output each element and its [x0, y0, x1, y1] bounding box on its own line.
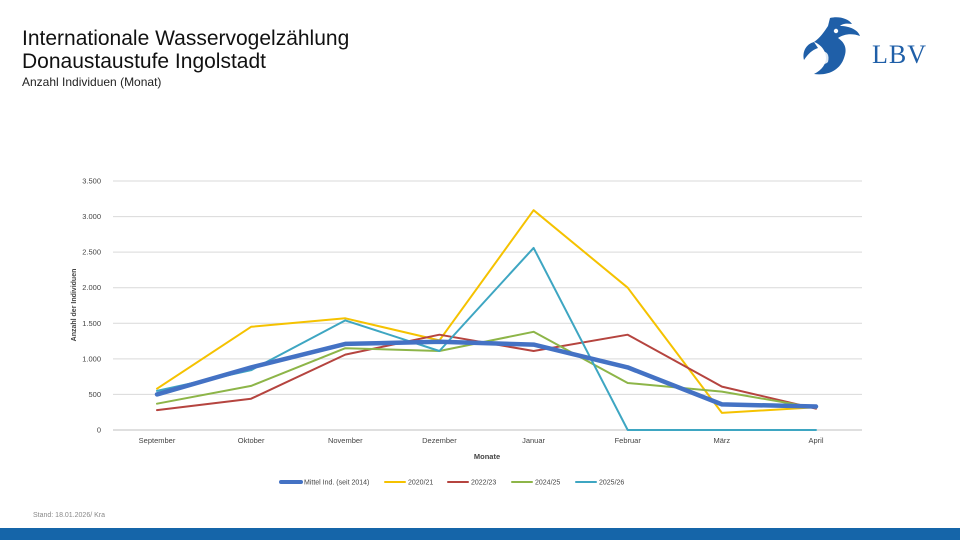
- legend-label: 2022/23: [471, 480, 496, 487]
- y-tick-label: 2.000: [82, 283, 101, 292]
- lbv-logo: LBV: [800, 14, 930, 82]
- legend-label: 2024/25: [535, 480, 560, 487]
- logo-text: LBV: [872, 40, 927, 69]
- x-tick-label: Oktober: [238, 436, 265, 445]
- y-tick-label: 0: [97, 426, 101, 435]
- legend-label: 2020/21: [408, 480, 433, 487]
- y-tick-label: 1.500: [82, 319, 101, 328]
- y-tick-label: 2.500: [82, 248, 101, 257]
- title-block: Internationale Wasservogelzählung Donaus…: [22, 27, 349, 90]
- legend-label: Mittel Ind. (seit 2014): [304, 480, 369, 487]
- x-tick-label: März: [714, 436, 731, 445]
- x-axis-title: Monate: [474, 452, 500, 461]
- chart-title-line-1: Internationale Wasservogelzählung: [22, 27, 350, 50]
- series-line-2022-23: [156, 333, 817, 412]
- footer-note: Stand: 18.01.2026/ Kra: [33, 512, 105, 519]
- y-tick-label: 1.000: [82, 354, 101, 363]
- y-tick-label: 3.500: [82, 177, 101, 186]
- chart-subtitle: Anzahl Individuen (Monat): [22, 75, 162, 89]
- series-line-2020-21: [156, 209, 817, 414]
- bottom-bar: [0, 528, 960, 540]
- y-axis-title: Anzahl der Individuen: [71, 269, 78, 342]
- legend-label: 2025/26: [599, 480, 624, 487]
- x-tick-label: Dezember: [422, 436, 457, 445]
- x-tick-label: Januar: [522, 436, 545, 445]
- y-tick-label: 500: [88, 390, 101, 399]
- x-tick-label: April: [808, 436, 823, 445]
- x-tick-label: Februar: [615, 436, 642, 445]
- chart-title-line-2: Donaustaustufe Ingolstadt: [22, 50, 267, 73]
- series-line-mittel: [154, 339, 819, 409]
- x-tick-label: November: [328, 436, 363, 445]
- y-tick-label: 3.000: [82, 212, 101, 221]
- kingfisher-bird-icon: [803, 17, 860, 75]
- x-tick-label: September: [139, 436, 176, 445]
